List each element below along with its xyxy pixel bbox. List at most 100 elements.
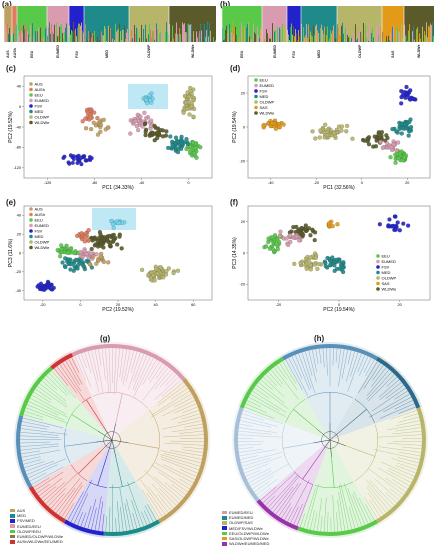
data-point: [161, 275, 166, 280]
structure-column: [340, 6, 342, 36]
tree-branch: [134, 356, 151, 392]
structure-column: [53, 33, 55, 42]
structure-column: [98, 32, 100, 42]
tree-branch: [275, 483, 299, 515]
structure-column: [4, 6, 6, 32]
structure-column: [37, 31, 39, 42]
data-point: [185, 141, 191, 147]
structure-column: [104, 6, 106, 27]
structure-column: [168, 6, 170, 35]
legend-swatch: [10, 524, 15, 528]
structure-column: [22, 6, 24, 34]
data-point: [328, 262, 333, 267]
structure-column: [336, 37, 338, 42]
structure-column: [379, 22, 381, 42]
structure-column: [377, 6, 379, 30]
structure-column: [177, 6, 179, 35]
data-point: [96, 258, 101, 263]
tree-branch: [288, 357, 308, 396]
x-tick-label: 40: [153, 303, 157, 307]
structure-column: [178, 6, 180, 35]
legend-marker: [254, 100, 258, 104]
tree-branch: [312, 349, 317, 373]
structure-column: [249, 6, 251, 37]
data-point: [384, 133, 389, 138]
tree-branch: [163, 464, 196, 480]
structure-column: [81, 22, 83, 42]
structure-column: [161, 31, 163, 42]
data-point: [317, 135, 322, 140]
tree-branch: [170, 450, 203, 457]
tree-branch: [302, 453, 321, 480]
data-point: [133, 118, 138, 124]
data-point: [71, 268, 76, 273]
structure-column: [282, 23, 284, 42]
tree-branch: [26, 458, 66, 475]
panel-e-label: (e): [6, 198, 16, 207]
data-point: [89, 251, 94, 256]
data-point: [308, 263, 313, 268]
legend-marker: [254, 83, 258, 88]
structure-column: [371, 6, 373, 33]
structure-group-label: EUMED: [272, 45, 277, 58]
structure-column: [240, 35, 242, 42]
structure-column: [129, 26, 131, 42]
structure-column: [347, 34, 349, 42]
structure-column: [270, 6, 272, 39]
structure-column: [320, 6, 322, 29]
data-point: [58, 254, 63, 259]
data-point: [84, 126, 89, 131]
tree-branch: [154, 369, 172, 390]
structure-column: [8, 6, 10, 34]
data-point: [83, 116, 88, 121]
structure-column: [123, 6, 125, 30]
structure-column: [236, 34, 238, 42]
structure-column: [360, 31, 362, 42]
structure-column: [200, 24, 202, 42]
structure-column: [136, 27, 138, 42]
structure-column: [279, 6, 281, 28]
data-point: [323, 122, 328, 127]
data-point: [345, 123, 350, 128]
tree-branch: [53, 478, 81, 511]
structure-column: [185, 6, 187, 33]
structure-column: [427, 6, 429, 38]
structure-column: [212, 6, 214, 31]
legend-label: AUSh/WLDWe/EEU/MED: [17, 539, 63, 545]
structure-column: [106, 41, 108, 42]
structure-column: [323, 6, 325, 34]
structure-column: [101, 6, 103, 32]
structure-column: [55, 39, 57, 42]
data-point: [371, 144, 376, 149]
structure-column: [45, 6, 47, 29]
data-point: [377, 222, 382, 227]
structure-column: [199, 31, 201, 42]
structure-column: [224, 6, 226, 40]
tree-branch: [322, 348, 325, 368]
data-point: [399, 131, 404, 136]
structure-column: [148, 34, 150, 42]
x-tick-label: 60: [191, 303, 195, 307]
tree-branch: [23, 459, 41, 465]
structure-column: [383, 27, 385, 42]
structure-column: [26, 26, 28, 42]
clade-ring: [375, 407, 426, 524]
structure-column: [109, 6, 111, 27]
tree-branch: [77, 451, 101, 475]
structure-column: [399, 32, 401, 42]
tree-branch: [358, 361, 378, 394]
structure-column: [84, 32, 86, 42]
tree-branch: [171, 484, 186, 496]
structure-column: [328, 6, 330, 42]
tree-branch: [238, 447, 254, 450]
structure-column: [276, 6, 278, 30]
structure-group-label: AUS: [6, 50, 10, 58]
structure-column: [267, 6, 269, 34]
legend-label: SAS/OLDWP/WLDWe: [229, 536, 269, 542]
structure-column: [160, 31, 162, 42]
structure-column: [154, 6, 156, 40]
structure-column: [185, 32, 187, 42]
structure-column: [298, 6, 300, 31]
structure-group-label: FSV: [292, 51, 296, 58]
structure-column: [402, 6, 404, 39]
